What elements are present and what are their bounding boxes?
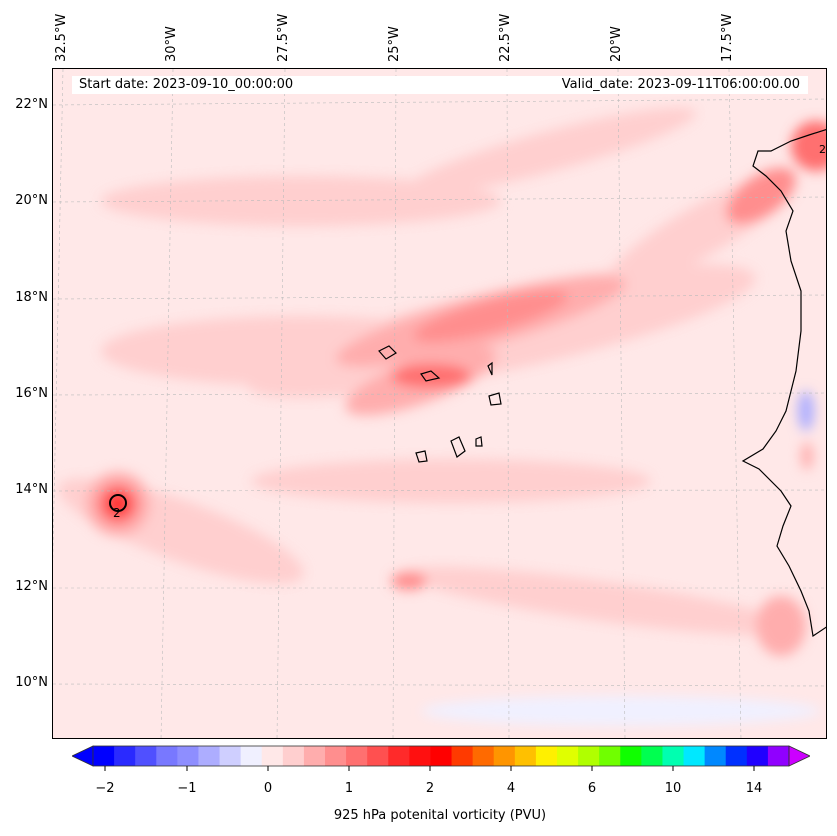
- lat-label: 10°N: [15, 675, 48, 690]
- colorbar-segment: [514, 746, 537, 766]
- pv-field: 2 2: [53, 69, 826, 738]
- colorbar-tick: 0: [263, 781, 273, 796]
- colorbar-tick: 1: [344, 781, 354, 796]
- lon-label: 32.5°W: [54, 13, 69, 62]
- colorbar-segment: [683, 746, 706, 766]
- map-plot: 2 2: [52, 68, 827, 739]
- colorbar-tick: 2: [425, 781, 435, 796]
- colorbar-segment: [746, 746, 769, 766]
- lat-label: 18°N: [15, 290, 48, 305]
- colorbar-segment: [177, 746, 199, 766]
- coastline: [109, 129, 826, 638]
- graticule: [53, 69, 826, 738]
- colorbar-segment: [535, 746, 558, 766]
- contour-label: 2: [819, 143, 826, 156]
- lon-label: 17.5°W: [720, 13, 735, 62]
- colorbar-segment: [493, 746, 516, 766]
- colorbar-segment: [261, 746, 284, 766]
- colorbar-segment: [641, 746, 663, 766]
- colorbar-segment: [388, 746, 410, 766]
- colorbar: [72, 745, 810, 771]
- colorbar-label: 925 hPa potenital vorticity (PVU): [333, 808, 547, 823]
- colorbar-tick: −2: [95, 781, 115, 796]
- colorbar-segment: [303, 746, 326, 766]
- colorbar-tick: 14: [745, 781, 763, 796]
- colorbar-segment: [135, 746, 157, 766]
- colorbar-segment: [240, 746, 263, 766]
- colorbar-under-arrow: [72, 745, 94, 767]
- colorbar-tick: 4: [506, 781, 516, 796]
- colorbar-segment: [662, 746, 685, 766]
- colorbar-segment: [472, 746, 495, 766]
- contour-label: 2: [113, 506, 121, 520]
- colorbar-segment: [219, 746, 242, 766]
- lon-label: 25°W: [387, 26, 402, 62]
- colorbar-segment: [114, 746, 136, 766]
- colorbar-segment: [599, 746, 621, 766]
- colorbar-segment: [578, 746, 600, 766]
- colorbar-segment: [451, 746, 474, 766]
- colorbar-segment: [93, 746, 115, 766]
- colorbar-segment: [725, 746, 748, 766]
- lat-label: 14°N: [15, 482, 48, 497]
- lat-label: 16°N: [15, 386, 48, 401]
- colorbar-segment: [282, 746, 305, 766]
- lon-label: 27.5°W: [276, 13, 291, 62]
- colorbar-tick: 6: [587, 781, 597, 796]
- colorbar-segment: [367, 746, 389, 766]
- lat-label: 22°N: [15, 97, 48, 112]
- lat-label: 20°N: [15, 193, 48, 208]
- colorbar-segment: [620, 746, 642, 766]
- lon-label: 30°W: [164, 26, 179, 62]
- colorbar-over-arrow: [788, 745, 810, 767]
- colorbar-segment: [325, 746, 347, 766]
- colorbar-segment: [767, 746, 790, 766]
- date-header: Start date: 2023-09-10_00:00:00 Valid_da…: [72, 76, 808, 94]
- colorbar-segment: [704, 746, 727, 766]
- valid-date: Valid_date: 2023-09-11T06:00:00.00: [561, 77, 800, 92]
- colorbar-tick: −1: [177, 781, 197, 796]
- colorbar-tick: 10: [664, 781, 682, 796]
- colorbar-segment: [156, 746, 178, 766]
- colorbar-segment: [346, 746, 368, 766]
- colorbar-outline: [92, 745, 790, 767]
- lon-label: 20°W: [609, 26, 624, 62]
- colorbar-segment: [430, 746, 453, 766]
- lat-label: 12°N: [15, 579, 48, 594]
- colorbar-segment: [198, 746, 221, 766]
- start-date: Start date: 2023-09-10_00:00:00: [79, 77, 294, 92]
- colorbar-segment: [409, 746, 431, 766]
- colorbar-segment: [557, 746, 579, 766]
- lon-label: 22.5°W: [498, 13, 513, 62]
